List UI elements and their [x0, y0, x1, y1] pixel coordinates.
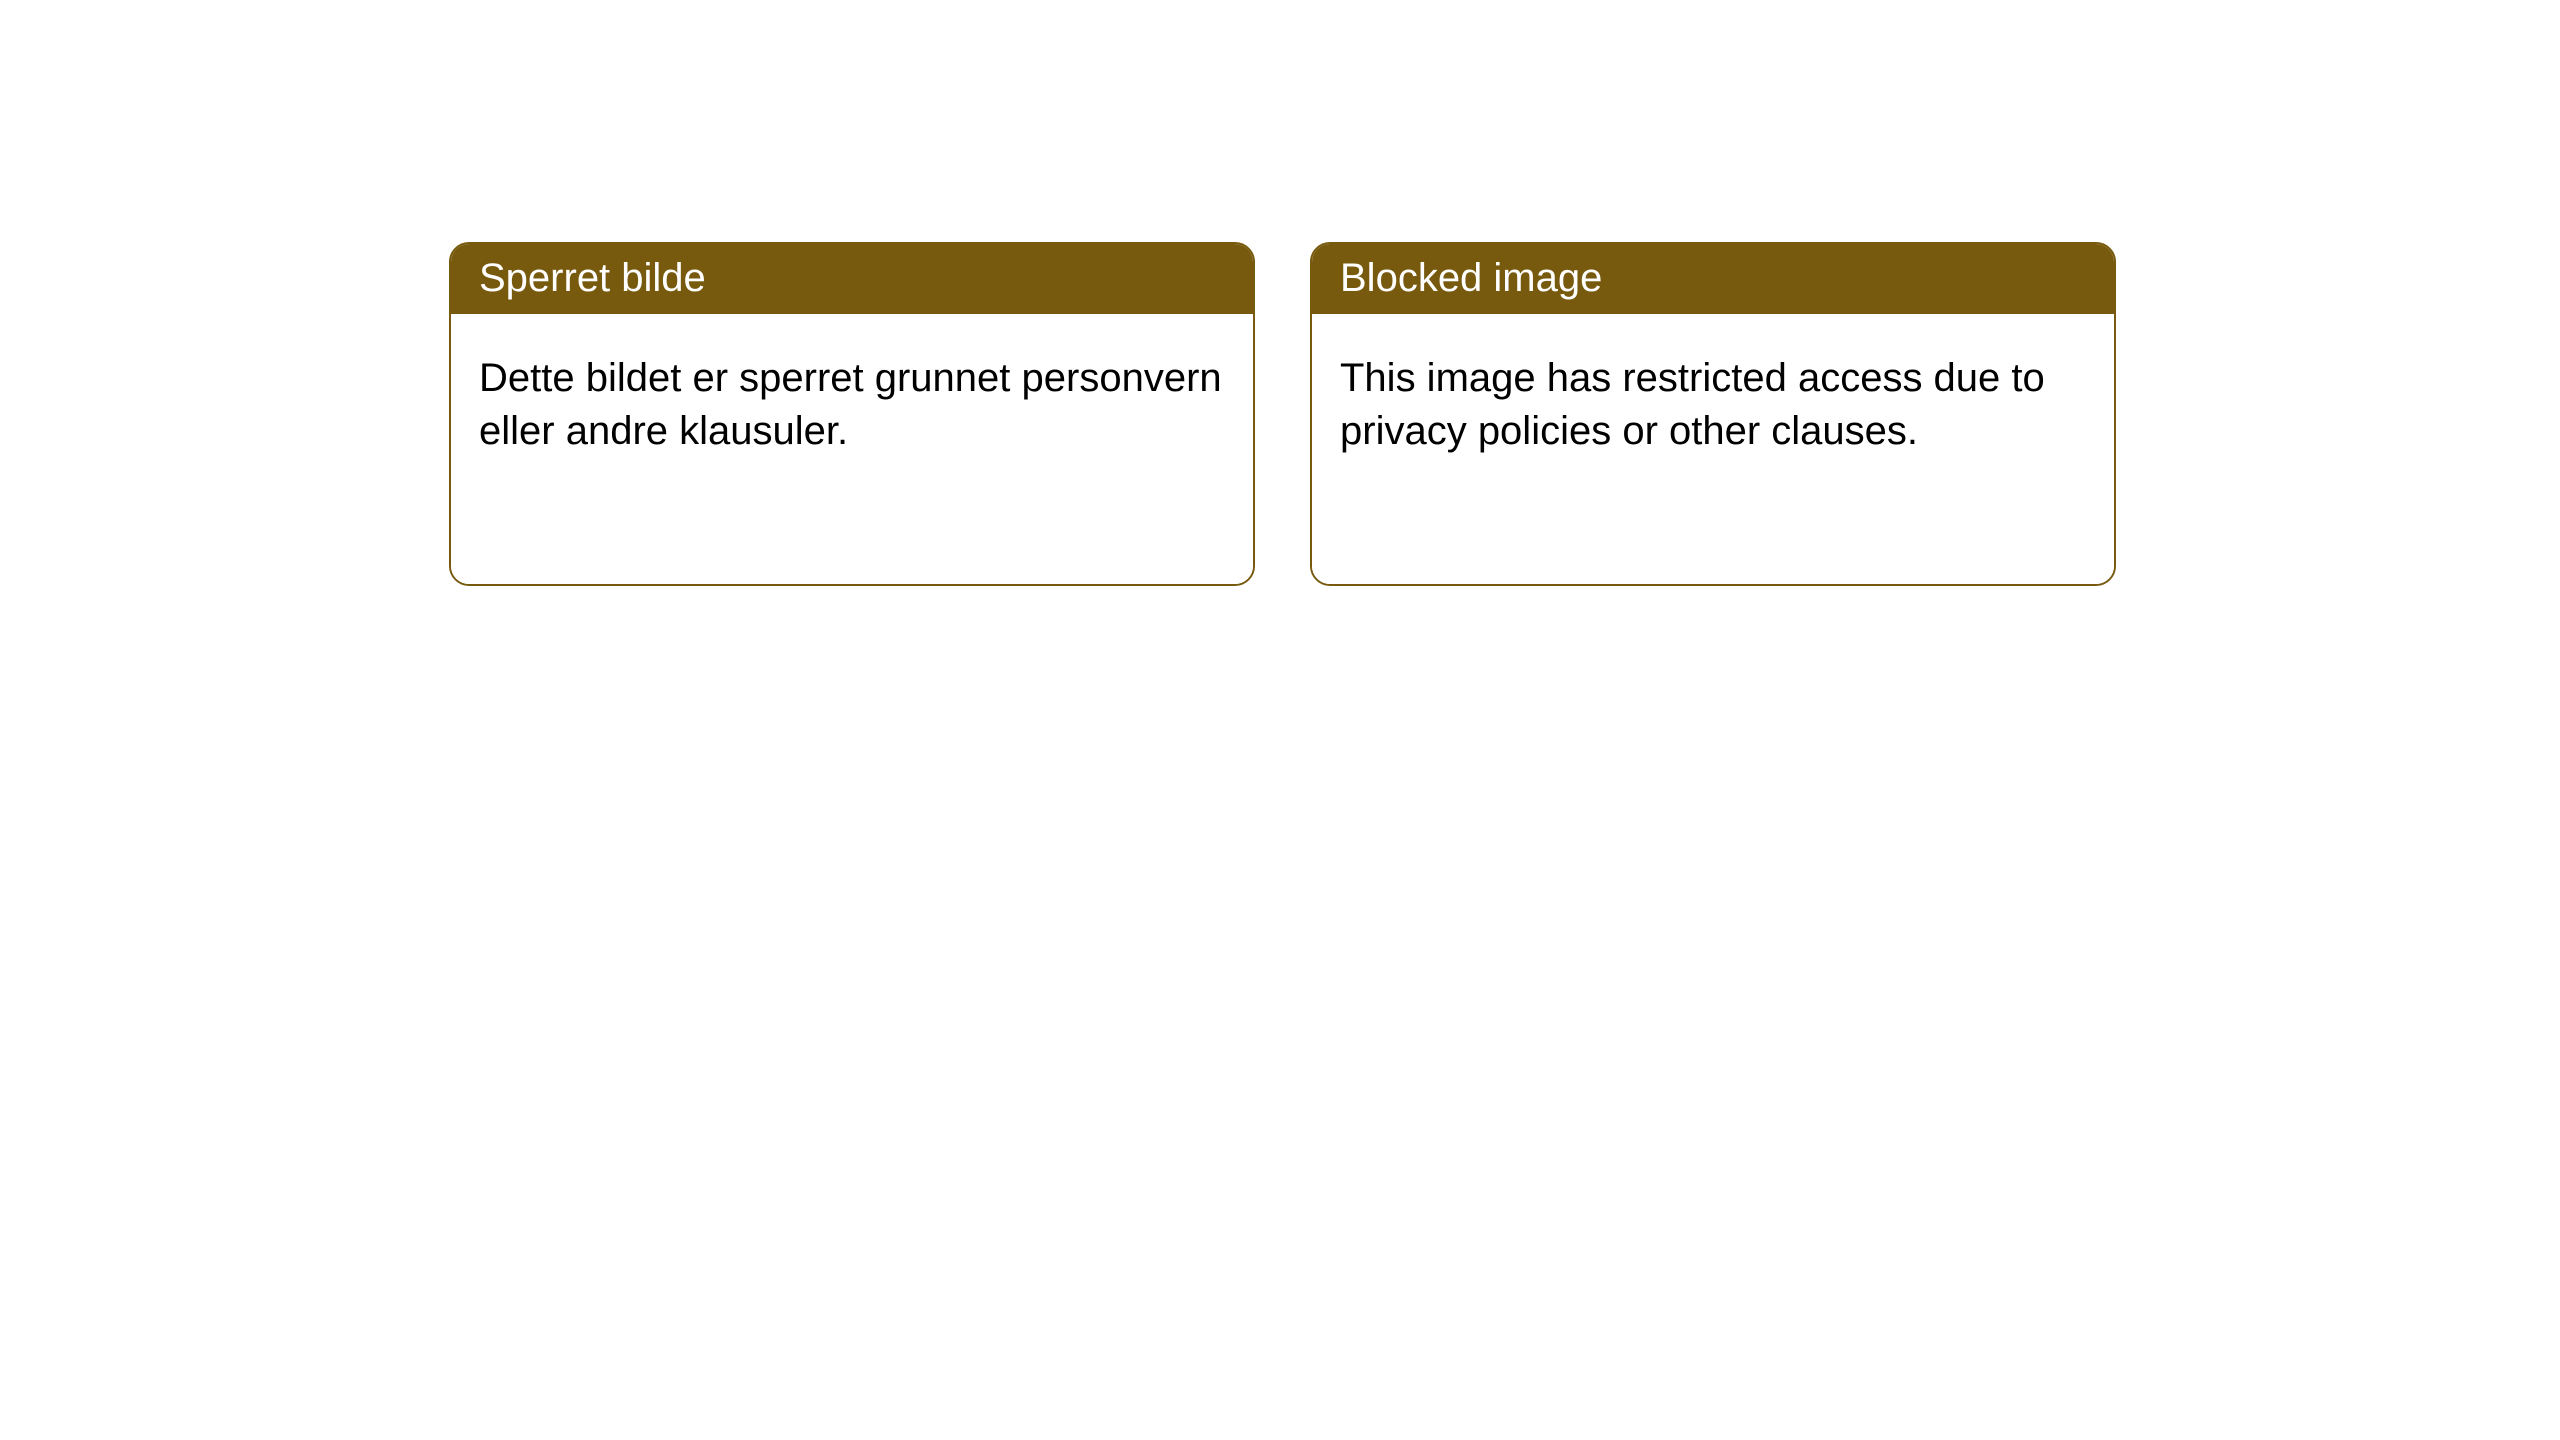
notice-title: Blocked image: [1312, 244, 2114, 314]
notice-title: Sperret bilde: [451, 244, 1253, 314]
notice-body: This image has restricted access due to …: [1312, 314, 2114, 584]
notice-container: Sperret bilde Dette bildet er sperret gr…: [449, 242, 2560, 586]
notice-box-english: Blocked image This image has restricted …: [1310, 242, 2116, 586]
notice-body: Dette bildet er sperret grunnet personve…: [451, 314, 1253, 584]
notice-box-norwegian: Sperret bilde Dette bildet er sperret gr…: [449, 242, 1255, 586]
